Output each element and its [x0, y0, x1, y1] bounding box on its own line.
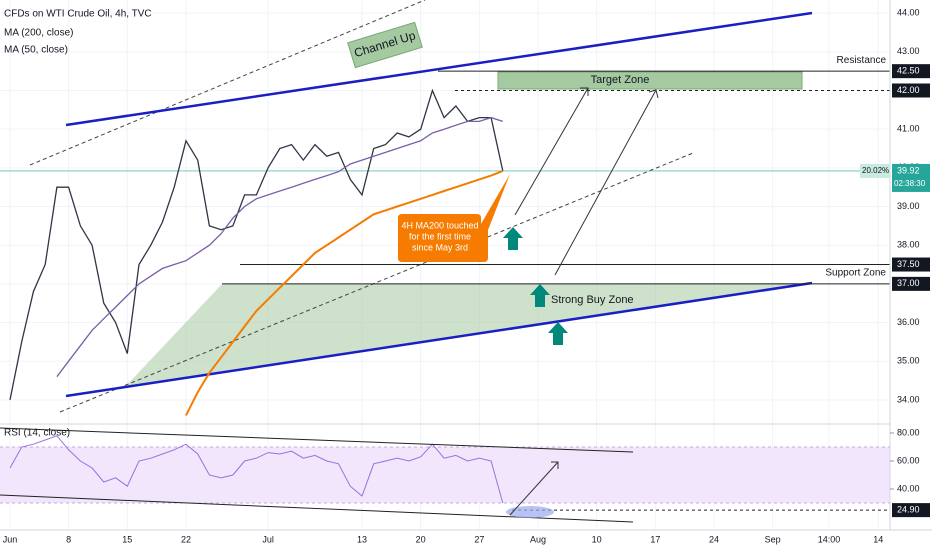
x-tick-label: Jun	[3, 534, 18, 544]
arrow-head	[580, 87, 589, 96]
level-name: Resistance	[837, 55, 887, 66]
x-tick-label: 8	[66, 534, 71, 544]
y-tick-label: 43.00	[897, 46, 920, 56]
target-label: Target Zone	[591, 74, 650, 86]
callout-text: since May 3rd	[412, 242, 468, 252]
series-line	[185, 169, 504, 416]
channel-label-box	[347, 21, 423, 69]
countdown: 02:38:30	[894, 179, 926, 188]
level-label: 37.00	[897, 278, 920, 288]
series-line	[9, 435, 504, 504]
channel-dash	[59, 152, 694, 413]
chart-title: CFDs on WTI Crude Oil, 4h, TVC	[4, 9, 152, 20]
x-tick-label: Sep	[765, 534, 781, 544]
callout-text: 4H MA200 touched	[401, 220, 478, 230]
price-tag	[892, 163, 930, 192]
y-tick-label: 34.00	[897, 394, 920, 404]
arrow-head	[551, 461, 559, 469]
y-tick-label: 39.00	[897, 201, 920, 211]
arrow	[554, 89, 657, 276]
level-name: Support Zone	[825, 268, 886, 279]
change-label: 20.02%	[862, 166, 889, 175]
y-tick-label: 35.00	[897, 356, 920, 366]
y-tick-label: 60.00	[897, 455, 920, 465]
x-tick-label: 15	[122, 534, 132, 544]
x-tick-label: 13	[357, 534, 367, 544]
change-tag	[860, 163, 890, 178]
callout-text: for the first time	[409, 231, 471, 241]
x-tick-label: 20	[416, 534, 426, 544]
y-tick-label: 41.00	[897, 124, 920, 134]
up-arrow	[548, 322, 568, 345]
x-tick-label: 14	[873, 534, 883, 544]
x-tick-label: 24	[709, 534, 719, 544]
arrow-head	[648, 89, 659, 99]
level-tag	[892, 276, 930, 291]
channel-bottom	[65, 281, 813, 398]
x-tick-label: 17	[650, 534, 660, 544]
level-label: 42.00	[897, 85, 920, 95]
y-tick-label: 38.00	[897, 240, 920, 250]
arrow	[514, 87, 589, 216]
x-tick-label: 10	[592, 534, 602, 544]
rsi-highlight	[506, 506, 554, 518]
level-tag	[892, 503, 930, 518]
x-tick-label: 22	[181, 534, 191, 544]
up-arrow	[503, 227, 523, 250]
rsi-band	[0, 446, 890, 503]
legend-entry: MA (50, close)	[4, 45, 68, 56]
y-tick-label: 44.00	[897, 8, 920, 18]
y-tick-label: 80.00	[897, 427, 920, 437]
level-tag	[892, 257, 930, 272]
rsi-trend	[0, 427, 634, 453]
x-tick-label: Jul	[262, 534, 274, 544]
level-label: 37.50	[897, 259, 920, 269]
level-label: 24.90	[897, 504, 920, 514]
x-tick-label: 14:00	[818, 534, 841, 544]
rsi-title: RSI (14, close)	[4, 428, 70, 439]
y-tick-label: 40.00	[897, 483, 920, 493]
callout	[398, 174, 510, 262]
channel-top	[65, 11, 813, 127]
level-label: 42.50	[897, 66, 920, 76]
arrow	[509, 461, 559, 516]
level-tag	[892, 83, 930, 98]
y-tick-label: 36.00	[897, 317, 920, 327]
x-tick-label: 27	[474, 534, 484, 544]
legend-entry: MA (200, close)	[4, 28, 73, 39]
up-arrow	[530, 284, 550, 307]
channel-dash	[29, 0, 426, 166]
series-line	[9, 88, 504, 401]
series-line	[56, 116, 504, 378]
buy-label: Strong Buy Zone	[551, 294, 634, 306]
x-tick-label: Aug	[530, 534, 546, 544]
level-tag	[892, 64, 930, 79]
target-zone	[497, 71, 803, 90]
price-label: 39.92	[897, 165, 920, 175]
